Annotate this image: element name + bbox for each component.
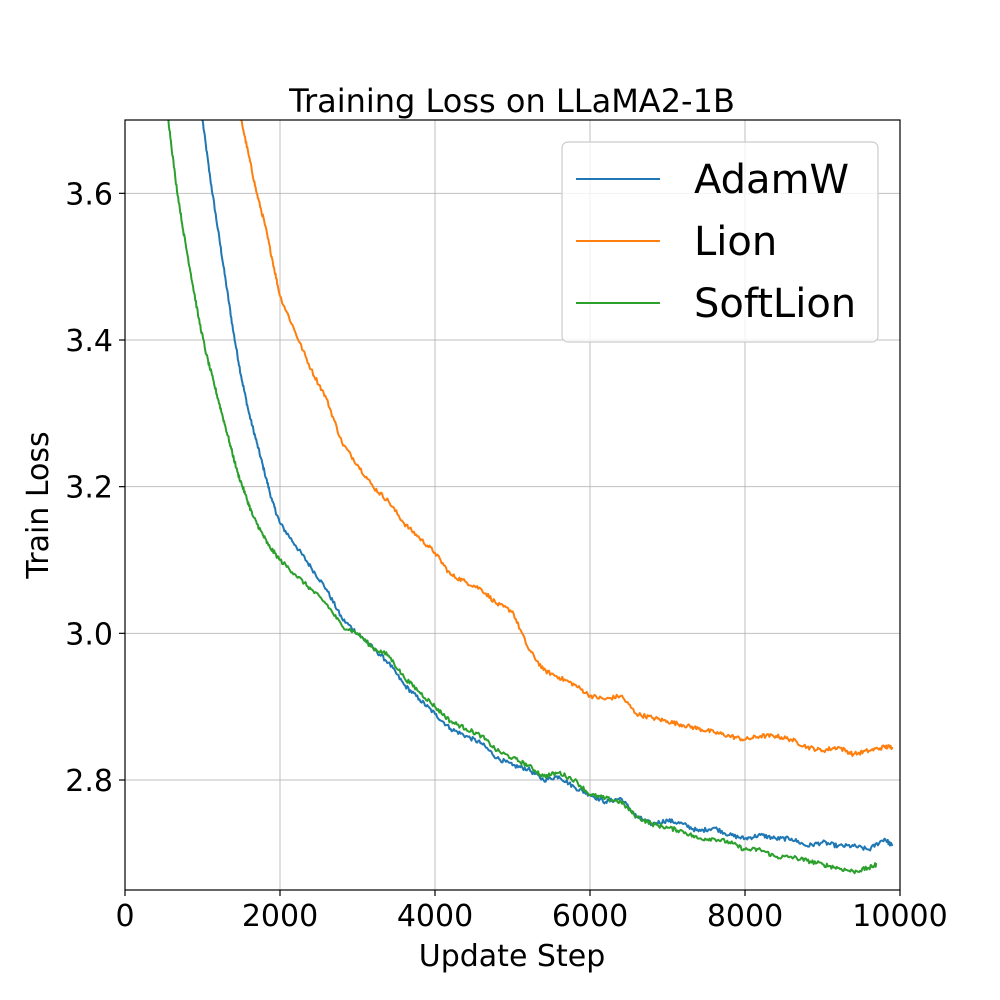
legend-label-lion: Lion [694, 219, 777, 265]
y-tick-label: 3.6 [65, 177, 113, 212]
legend-label-softlion: SoftLion [694, 281, 856, 327]
y-tick-label: 3.0 [65, 617, 113, 652]
x-tick-label: 8000 [707, 899, 783, 934]
y-axis-title: Train Loss [21, 431, 56, 579]
series-line-softlion [167, 120, 878, 875]
x-tick-label: 0 [115, 899, 134, 934]
x-tick-label: 6000 [552, 899, 628, 934]
y-tick-label: 3.4 [65, 324, 113, 359]
x-tick-label: 10000 [852, 899, 947, 934]
legend-label-adamw: AdamW [694, 157, 849, 203]
series-lines [167, 120, 894, 875]
legend-box [561, 141, 879, 343]
legend: AdamW Lion SoftLion [561, 141, 879, 343]
series-line-adamw [201, 120, 894, 852]
x-axis-title: Update Step [419, 939, 606, 974]
series-line-lion [240, 120, 894, 757]
y-tick-label: 3.2 [65, 471, 113, 506]
x-tick-label: 4000 [397, 899, 473, 934]
y-tick-label: 2.8 [65, 764, 113, 799]
y-axis-ticks: 2.8 3.0 3.2 3.4 3.6 [65, 177, 125, 799]
x-tick-label: 2000 [242, 899, 318, 934]
plot-frame [124, 119, 901, 891]
chart-title: Training Loss on LLaMA2-1B [288, 82, 735, 120]
x-axis-ticks: 0 2000 4000 6000 8000 10000 [115, 890, 948, 934]
